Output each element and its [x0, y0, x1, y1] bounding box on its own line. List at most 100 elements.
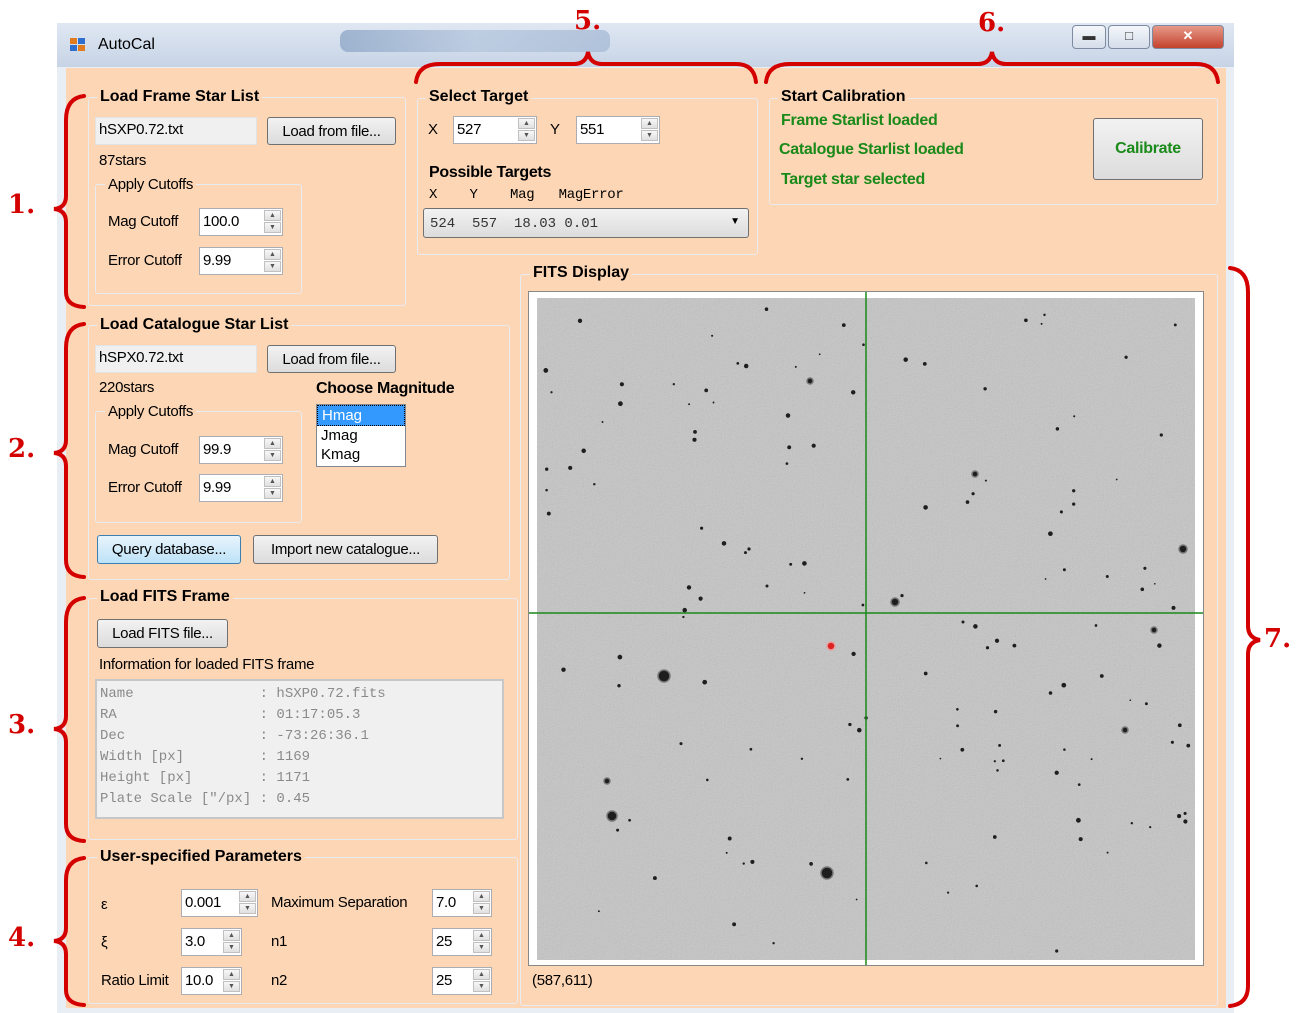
frame-filename-field: hSXP0.72.txt [95, 117, 257, 145]
user-params-title: User-specified Parameters [97, 848, 305, 866]
star [706, 778, 709, 782]
star [704, 388, 709, 393]
query-database-button[interactable]: Query database... [97, 535, 241, 564]
fits-image-canvas[interactable] [529, 292, 1204, 966]
n2-label: n2 [271, 972, 288, 989]
xi-stepper[interactable]: 3.0 ▲ ▼ [181, 928, 242, 956]
max-separation-value: 7.0 [436, 894, 456, 911]
minimize-button[interactable]: ▬ [1072, 25, 1106, 49]
catalogue-error-cutoff-stepper[interactable]: 9.99 ▲ ▼ [199, 474, 283, 502]
spin-up-icon[interactable]: ▲ [473, 930, 490, 941]
title-bar[interactable] [57, 23, 1234, 67]
annotation-3: 3. [8, 710, 36, 740]
load-fits-group [88, 598, 518, 840]
spin-up-icon[interactable]: ▲ [473, 969, 490, 980]
star [700, 526, 704, 530]
n2-stepper[interactable]: 25 ▲ ▼ [432, 967, 492, 995]
frame-error-cutoff-stepper[interactable]: 9.99 ▲ ▼ [199, 247, 283, 275]
fits-image[interactable] [528, 291, 1204, 966]
spin-down-icon[interactable]: ▼ [473, 903, 490, 914]
star [965, 500, 970, 504]
epsilon-stepper[interactable]: 0.001 ▲ ▼ [181, 889, 258, 917]
spin-up-icon[interactable]: ▲ [223, 930, 240, 941]
spin-up-icon[interactable]: ▲ [473, 891, 490, 902]
spin-down-icon[interactable]: ▼ [641, 130, 658, 141]
spin-up-icon[interactable]: ▲ [264, 476, 281, 487]
star [628, 818, 631, 822]
star [1059, 510, 1063, 514]
star [1055, 427, 1060, 431]
star [851, 651, 856, 657]
star [744, 551, 747, 555]
import-catalogue-button[interactable]: Import new catalogue... [253, 535, 438, 564]
ratio-limit-stepper[interactable]: 10.0 ▲ ▼ [181, 967, 242, 995]
spin-down-icon[interactable]: ▼ [264, 261, 281, 272]
star [971, 492, 975, 496]
fits-info-row: Width [px] : 1169 [100, 749, 311, 765]
spin-up-icon[interactable]: ▲ [264, 438, 281, 449]
magnitude-option-hmag[interactable]: Hmag [317, 405, 405, 426]
catalogue-star-count: 220stars [99, 379, 155, 396]
star [947, 891, 950, 894]
load-fits-file-button[interactable]: Load FITS file... [97, 619, 228, 648]
star [923, 505, 928, 510]
maximize-button[interactable]: □ [1108, 25, 1150, 49]
spin-up-icon[interactable]: ▲ [264, 249, 281, 260]
star [1024, 318, 1028, 323]
spin-up-icon[interactable]: ▲ [264, 210, 281, 221]
bright-star [806, 377, 814, 385]
max-separation-label: Maximum Separation [271, 894, 408, 911]
bright-star [1178, 544, 1188, 554]
spin-down-icon[interactable]: ▼ [223, 942, 240, 953]
bright-star [971, 470, 979, 478]
spin-up-icon[interactable]: ▲ [239, 891, 256, 902]
star [1001, 759, 1005, 763]
catalogue-mag-cutoff-stepper[interactable]: 99.9 ▲ ▼ [199, 436, 283, 464]
star [1048, 531, 1053, 537]
star [1061, 682, 1067, 688]
close-button[interactable]: ✕ [1152, 25, 1224, 49]
fits-info-textbox[interactable]: Name : hSXP0.72.fits RA : 01:17:05.3 Dec… [95, 679, 504, 819]
star [750, 859, 755, 864]
magnitude-option-kmag[interactable]: Kmag [321, 446, 361, 463]
spin-down-icon[interactable]: ▼ [264, 222, 281, 233]
star [1130, 821, 1134, 825]
star [1106, 851, 1109, 854]
frame-load-file-button[interactable]: Load from file... [267, 117, 396, 145]
bright-star [890, 597, 900, 607]
frame-error-cutoff-value: 9.99 [203, 252, 231, 269]
star [862, 343, 865, 347]
star [789, 562, 793, 566]
calibrate-button[interactable]: Calibrate [1093, 118, 1203, 180]
target-y-stepper[interactable]: 551 ▲ ▼ [576, 116, 660, 144]
max-separation-stepper[interactable]: 7.0 ▲ ▼ [432, 889, 492, 917]
spin-down-icon[interactable]: ▼ [473, 942, 490, 953]
spin-down-icon[interactable]: ▼ [223, 981, 240, 992]
fits-info-row: Dec : -73:26:36.1 [100, 728, 369, 744]
n1-stepper[interactable]: 25 ▲ ▼ [432, 928, 492, 956]
spin-down-icon[interactable]: ▼ [473, 981, 490, 992]
spin-up-icon[interactable]: ▲ [518, 118, 535, 129]
spin-up-icon[interactable]: ▲ [641, 118, 658, 129]
target-x-stepper[interactable]: 527 ▲ ▼ [453, 116, 537, 144]
catalogue-status-text: Catalogue Starlist loaded [779, 141, 964, 158]
spin-down-icon[interactable]: ▼ [518, 130, 535, 141]
frame-mag-cutoff-stepper[interactable]: 100.0 ▲ ▼ [199, 208, 283, 236]
annotation-7: 7. [1264, 624, 1292, 654]
spin-down-icon[interactable]: ▼ [264, 450, 281, 461]
spin-down-icon[interactable]: ▼ [239, 903, 256, 914]
target-marker [826, 641, 836, 651]
spin-down-icon[interactable]: ▼ [264, 488, 281, 499]
catalogue-load-file-button[interactable]: Load from file... [267, 345, 396, 373]
star [686, 585, 692, 590]
magnitude-listbox[interactable]: Hmag Jmag Kmag [316, 404, 406, 467]
possible-targets-dropdown[interactable]: 524 557 18.03 0.01 ▼ [423, 208, 749, 238]
magnitude-option-jmag[interactable]: Jmag [321, 427, 358, 444]
window-title: AutoCal [98, 36, 155, 53]
star [861, 603, 865, 607]
spin-up-icon[interactable]: ▲ [223, 969, 240, 980]
annotation-1: 1. [8, 190, 36, 220]
star [956, 707, 959, 711]
xi-value: 3.0 [185, 933, 205, 950]
fits-info-row: Name : hSXP0.72.fits [100, 686, 386, 702]
